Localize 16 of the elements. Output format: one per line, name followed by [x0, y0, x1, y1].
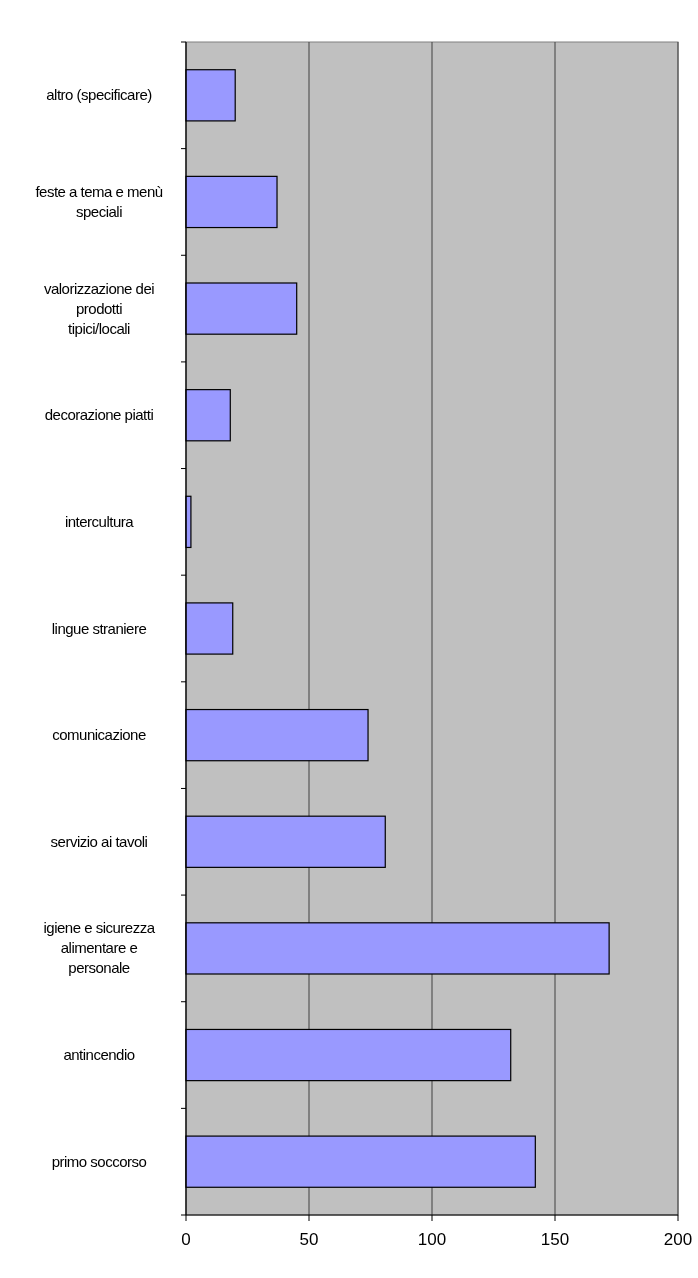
- x-tick-label: 150: [540, 1230, 570, 1249]
- y-tick-label: feste a tema e menù speciali: [35, 182, 163, 220]
- y-tick-label: antincendio: [63, 1046, 135, 1064]
- y-tick-label: decorazione piatti: [44, 406, 154, 424]
- y-tick-label: comunicazione: [52, 726, 146, 744]
- x-tick-label: 0: [181, 1230, 191, 1249]
- x-tick-label: 50: [299, 1230, 319, 1249]
- x-tick-label: 200: [663, 1230, 693, 1249]
- y-tick-label: igiene e sicurezza alimentare e personale: [43, 919, 156, 977]
- y-tick-label: altro (specificare): [46, 86, 153, 104]
- y-tick-label: valorizzazione dei prodotti tipici/locali: [43, 279, 155, 337]
- x-tick-label: 100: [417, 1230, 447, 1249]
- y-tick-label: servizio ai tavoli: [50, 832, 148, 850]
- y-tick-label: lingue straniere: [51, 619, 147, 637]
- y-tick-label: primo soccorso: [51, 1152, 147, 1170]
- y-tick-label: intercultura: [64, 512, 135, 530]
